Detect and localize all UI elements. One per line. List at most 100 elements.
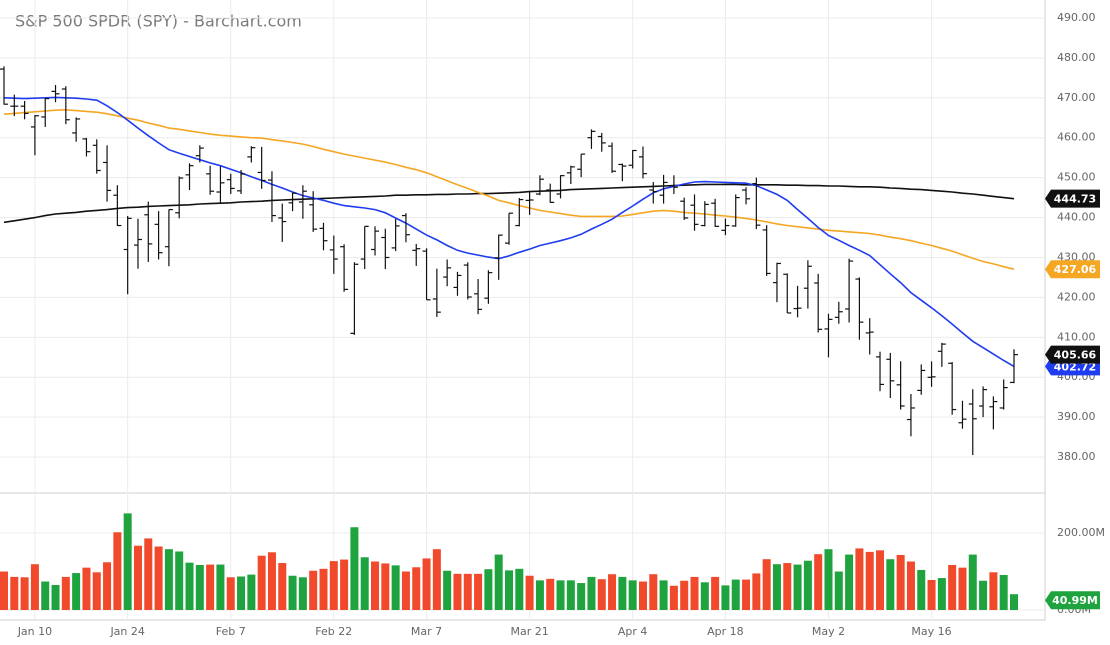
y-tick-label: 420.00: [1057, 290, 1096, 303]
moving-average-line: [3, 183, 1015, 224]
volume-bar: [82, 567, 91, 610]
volume-bar: [113, 532, 122, 610]
volume-bar: [412, 567, 421, 610]
volume-bar: [618, 576, 627, 610]
volume-bar: [10, 576, 19, 610]
volume-bar: [752, 573, 761, 610]
volume-bar: [968, 554, 977, 610]
x-tick-label: Mar 7: [411, 625, 442, 638]
volume-bar: [927, 579, 936, 610]
x-tick-label: Jan 24: [109, 625, 144, 638]
volume-bar: [845, 554, 854, 610]
volume-bar: [494, 554, 503, 610]
volume-bar: [948, 564, 957, 610]
y-tick-label: 390.00: [1057, 410, 1096, 423]
volume-bar: [772, 564, 781, 610]
volume-bar: [556, 580, 565, 610]
volume-bar: [175, 551, 184, 610]
volume-bar: [329, 561, 338, 610]
volume-bar: [824, 549, 833, 610]
volume-bar: [72, 573, 81, 610]
volume-bar: [917, 569, 926, 610]
moving-average-line: [3, 108, 1015, 270]
price-badge: [1045, 345, 1100, 364]
volume-bar: [731, 579, 740, 610]
y-tick-label: 470.00: [1057, 91, 1096, 104]
volume-bar: [855, 548, 864, 610]
volume-bar: [309, 570, 318, 610]
volume-bar: [164, 549, 173, 610]
volume-bar: [638, 581, 647, 610]
volume-bar: [989, 572, 998, 610]
volume-bar: [154, 546, 163, 610]
y-tick-label: 440.00: [1057, 211, 1096, 224]
volume-bar: [340, 559, 349, 610]
volume-bar: [20, 577, 29, 610]
volume-bar: [505, 570, 513, 610]
x-tick-label: Apr 4: [618, 625, 648, 638]
volume-bar: [680, 580, 689, 610]
volume-bar: [443, 570, 452, 610]
volume-bar: [133, 545, 142, 610]
price-badge: [1045, 189, 1100, 208]
volume-bar: [41, 581, 50, 610]
volume-bar: [783, 563, 792, 610]
volume-bar: [288, 575, 297, 610]
x-tick-label: Mar 21: [510, 625, 548, 638]
volume-bar: [267, 552, 276, 610]
volume-bar: [391, 565, 400, 610]
volume-bar: [206, 564, 215, 610]
volume-bar: [669, 585, 678, 610]
volume-bar: [546, 578, 555, 610]
volume-bar: [484, 569, 493, 610]
volume-bar: [659, 580, 668, 610]
moving-average-line: [3, 96, 1015, 368]
volume-bar: [298, 577, 307, 610]
volume-bar: [350, 527, 359, 610]
volume-bar: [51, 584, 60, 610]
volume-bar: [123, 513, 132, 610]
volume-bar: [535, 580, 544, 610]
y-tick-label: 450.00: [1057, 171, 1096, 184]
volume-bar: [515, 568, 524, 610]
volume-tick-label: 200.00M: [1057, 526, 1105, 539]
volume-bar: [937, 578, 946, 610]
volume-bar: [525, 575, 534, 610]
volume-bar: [886, 559, 895, 610]
volume-bar: [144, 538, 153, 610]
volume-bar: [0, 571, 8, 610]
volume-bar: [649, 574, 658, 610]
y-tick-label: 480.00: [1057, 51, 1096, 64]
y-tick-label: 410.00: [1057, 330, 1096, 343]
volume-bar: [865, 551, 874, 610]
volume-bar: [216, 564, 225, 610]
volume-bar: [474, 573, 483, 610]
volume-bar: [979, 580, 988, 610]
volume-bar: [30, 564, 39, 610]
volume-bar: [793, 564, 802, 610]
volume-bar: [762, 559, 771, 610]
volume-bar: [237, 576, 246, 610]
volume-bar: [587, 576, 596, 610]
x-tick-label: Feb 22: [315, 625, 352, 638]
grid: [0, 0, 1045, 620]
volume-bar: [906, 561, 915, 610]
volume-bar: [401, 571, 410, 610]
volume-bar: [319, 568, 328, 610]
volume-bar: [566, 580, 575, 610]
x-tick-label: May 16: [911, 625, 951, 638]
x-tick-label: Apr 18: [707, 625, 744, 638]
volume-bar: [360, 557, 369, 610]
x-tick-label: May 2: [812, 625, 845, 638]
volume-bar: [814, 554, 823, 610]
volume-bar: [834, 571, 843, 610]
chart-title: S&P 500 SPDR (SPY) - Barchart.com: [15, 12, 302, 31]
volume-bar: [371, 561, 380, 610]
volume-bar: [381, 563, 390, 610]
volume-bar: [278, 563, 287, 610]
ohlc-bars: [0, 66, 1018, 456]
volume-bar: [453, 573, 462, 610]
axis: Jan 10 Jan 24 Feb 7 Feb 22 Mar 7 Mar 21 Apr 4 A…: [17, 11, 1105, 638]
